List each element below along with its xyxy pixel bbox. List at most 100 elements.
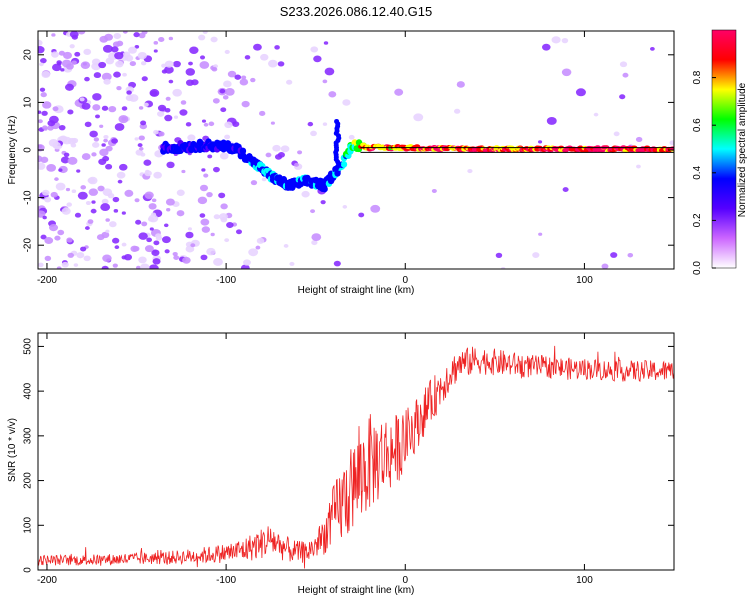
spectrogram-noise-cell [562, 187, 569, 192]
spectrogram-noise-cell [283, 244, 289, 248]
spectrogram-noise-cell [538, 232, 543, 236]
spectrogram-noise-cell [114, 52, 124, 60]
spectrogram-noise-cell [141, 221, 148, 227]
spectrogram-noise-cell [358, 212, 365, 218]
spectrogram-noise-cell [91, 141, 100, 148]
spectrogram-noise-cell [98, 61, 107, 69]
spectrogram-noise-cell [261, 177, 267, 182]
spectrogram-noise-cell [153, 171, 162, 179]
spectrogram-noise-cell [147, 216, 154, 222]
spectrogram-noise-cell [42, 215, 47, 220]
spectrogram-noise-cell [166, 161, 175, 169]
spectrogram-noise-cell [134, 137, 139, 141]
spectrogram-noise-cell [44, 196, 52, 203]
spectrogram-noise-cell [38, 162, 46, 170]
spectrogram-noise-cell [58, 168, 63, 172]
spectrogram-noise-cell [66, 237, 73, 243]
spectrogram-noise-cell [84, 76, 90, 82]
spectrogram-xtick-label: 0 [402, 275, 408, 286]
spectrogram-noise-cell [453, 108, 461, 114]
spectrogram-noise-cell [87, 219, 94, 224]
spectrogram-noise-cell [140, 152, 146, 157]
spectrogram-noise-cell [105, 145, 113, 152]
colorbar-label: Normalized spectral amplitude [737, 82, 748, 217]
spectrogram-noise-cell [46, 164, 57, 172]
spectrogram-noise-cell [137, 51, 147, 60]
spectrogram-noise-cell [310, 209, 316, 214]
spectrogram-noise-cell [241, 75, 247, 80]
spectrogram-noise-cell [138, 256, 147, 264]
spectrogram-noise-cell [636, 164, 641, 169]
spectrogram-noise-cell [56, 266, 62, 269]
spectrogram-noise-cell [199, 184, 209, 192]
spectrogram-noise-cell [73, 263, 79, 267]
spectrogram-noise-cell [83, 255, 91, 262]
spectrogram-noise-cell [70, 143, 77, 148]
spectrogram-noise-cell [103, 134, 109, 140]
spectrogram-noise-cell [98, 158, 107, 165]
spectrogram-noise-cell [66, 202, 72, 207]
spectrogram-noise-cell [320, 200, 326, 205]
spectrogram-xtick-label: -100 [216, 275, 236, 286]
spectrogram-noise-cell [280, 145, 290, 153]
spectrogram-noise-cell [89, 130, 98, 138]
spectrogram-noise-cell [179, 109, 188, 116]
spectrogram-noise-cell [40, 92, 47, 98]
spectrogram-noise-cell [532, 252, 540, 258]
spectrogram-ridge-cell [340, 160, 348, 168]
spectrogram-noise-cell [158, 36, 165, 43]
spectrogram-noise-cell [394, 88, 404, 96]
spectrogram-noise-cell [176, 210, 185, 217]
spectrogram-noise-cell [137, 143, 143, 148]
spectrogram-noise-cell [74, 51, 81, 57]
spectrogram-noise-cell [102, 254, 112, 263]
spectrogram-noise-cell [201, 168, 206, 172]
spectrogram-noise-cell [49, 115, 59, 124]
spectrogram-noise-cell [151, 198, 157, 203]
spectrogram-noise-cell [176, 189, 185, 196]
spectrogram-noise-cell [235, 229, 242, 235]
spectrogram-noise-cell [134, 198, 140, 203]
spectrogram-noise-cell [90, 208, 97, 214]
spectrogram-noise-cell [232, 121, 240, 127]
spectrogram-noise-cell [101, 143, 106, 147]
spectrogram-noise-cell [121, 116, 127, 121]
spectrogram-noise-cell [619, 61, 628, 68]
spectrogram-noise-cell [164, 60, 174, 68]
spectrogram-noise-cell [181, 169, 186, 174]
spectrogram-noise-cell [190, 243, 196, 248]
spectrogram-noise-cell [213, 166, 220, 173]
spectrogram-noise-cell [85, 200, 91, 206]
spectrogram-noise-cell [136, 265, 141, 269]
spectrogram-noise-cell [102, 44, 113, 53]
spectrogram-noise-cell [203, 122, 209, 127]
spectrogram-noise-cell [84, 121, 92, 128]
spectrogram-noise-cell [48, 138, 59, 147]
spectrogram-noise-cell [140, 61, 147, 66]
spectrogram-noise-cell [144, 245, 154, 253]
spectrogram-noise-cell [610, 252, 618, 258]
spectrogram-noise-cell [208, 121, 215, 127]
spectrogram-noise-cell [60, 68, 65, 72]
spectrogram-noise-cell [44, 237, 54, 245]
spectrogram-noise-cell [97, 185, 105, 192]
spectrogram-noise-cell [135, 219, 142, 225]
spectrogram-noise-cell [55, 182, 66, 191]
spectrogram-noise-cell [669, 140, 674, 146]
spectrogram-noise-cell [224, 121, 233, 129]
colorbar-tick-label: 0.6 [692, 118, 703, 132]
spectrogram-noise-cell [114, 245, 120, 250]
spectrogram-noise-cell [101, 105, 109, 111]
spectrogram-noise-cell [297, 150, 303, 155]
spectrogram-noise-cell [561, 68, 572, 77]
spectrogram-noise-cell [140, 263, 150, 269]
spectrogram-noise-cell [54, 177, 59, 181]
spectrogram-ytick-label: -20 [23, 238, 34, 253]
spectrogram-noise-cell [200, 218, 210, 226]
spectrogram-noise-cell [211, 66, 218, 72]
spectrogram-noise-cell [172, 251, 178, 257]
spectrogram-noise-cell [294, 162, 299, 167]
spectrogram-noise-cell [243, 259, 251, 266]
spectrogram-noise-cell [102, 188, 113, 197]
spectrogram-noise-cell [38, 119, 43, 124]
